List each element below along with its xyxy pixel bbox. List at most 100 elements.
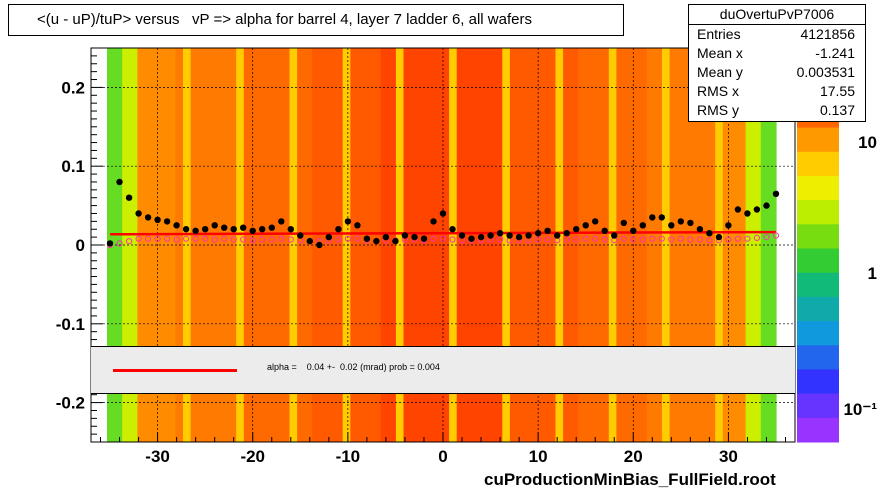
profile-magenta-point xyxy=(287,236,294,243)
heatmap-band xyxy=(585,48,595,442)
colorbar-cell xyxy=(797,248,839,274)
colorbar-tick-label: 1 xyxy=(868,264,877,283)
profile-black-point xyxy=(601,227,608,234)
x-tick-label: 30 xyxy=(719,447,738,466)
profile-magenta-point xyxy=(763,234,770,241)
profile-black-series xyxy=(106,178,780,249)
profile-magenta-point xyxy=(772,232,780,239)
profile-black-point xyxy=(354,222,361,229)
profile-magenta-point xyxy=(221,235,228,242)
profile-black-point xyxy=(382,233,390,241)
profile-black-point xyxy=(192,227,199,234)
x-tick-label: 0 xyxy=(438,447,447,466)
profile-magenta-point xyxy=(249,237,256,244)
heatmap-band xyxy=(745,48,754,442)
heatmap-band xyxy=(654,48,663,442)
profile-black-point xyxy=(221,224,228,231)
profile-black-point xyxy=(639,222,646,229)
profile-black-point xyxy=(144,214,152,221)
profile-magenta-point xyxy=(259,236,266,243)
heatmap-band xyxy=(418,48,427,442)
heatmap-band xyxy=(137,48,146,442)
profile-magenta-point xyxy=(696,236,704,243)
profile-black-point xyxy=(744,210,751,217)
profile-black-point xyxy=(715,233,723,241)
profile-magenta-point xyxy=(439,235,447,242)
heatmap-band xyxy=(433,48,443,442)
legend-line-swatch xyxy=(113,369,237,372)
colorbar-tick-labels: 10 1 10⁻¹ xyxy=(843,133,877,419)
colorbar-cell xyxy=(797,224,839,249)
profile-black-point xyxy=(430,218,437,225)
profile-magenta-point xyxy=(544,236,551,243)
profile-magenta-point xyxy=(449,236,456,243)
colorbar-cell xyxy=(797,417,839,443)
profile-magenta-point xyxy=(192,235,199,242)
stats-value: 17.55 xyxy=(819,83,855,99)
profile-magenta-point xyxy=(744,235,751,242)
heatmap-band xyxy=(365,48,374,442)
heatmap-band xyxy=(266,48,275,442)
profile-black-point xyxy=(649,214,656,221)
profile-black-point xyxy=(420,235,428,242)
profile-black-point xyxy=(297,232,304,239)
profile-magenta-point xyxy=(183,235,190,242)
legend-text: alpha = 0.04 +- 0.02 (mrad) prob = 0.004 xyxy=(267,362,440,372)
profile-black-point xyxy=(449,226,456,233)
heatmap-band xyxy=(342,48,351,442)
heatmap-band xyxy=(297,48,306,442)
heatmap-band xyxy=(350,48,359,442)
profile-black-point xyxy=(506,232,513,239)
profile-black-point xyxy=(230,226,237,233)
stats-value: 4121856 xyxy=(800,26,855,42)
profile-black-point xyxy=(677,218,684,225)
colorbar-cell xyxy=(797,175,839,201)
profile-black-point xyxy=(573,226,580,233)
stats-row-rms-y: RMS y 0.137 xyxy=(689,101,865,120)
profile-black-point xyxy=(325,233,332,241)
profile-black-point xyxy=(268,224,275,231)
profile-magenta-point xyxy=(563,236,570,243)
heatmap-band xyxy=(357,48,367,442)
profile-black-point xyxy=(363,235,371,242)
fit-line xyxy=(110,230,776,236)
profile-black-point xyxy=(439,210,447,217)
profile-black-point xyxy=(306,237,313,245)
stats-label: Mean x xyxy=(697,45,743,61)
heatmap-band xyxy=(578,48,587,442)
profile-magenta-point xyxy=(734,235,742,242)
x-axis-ticks: -30 -20 -10 0 10 20 30 xyxy=(100,432,786,466)
x-tick-label: -20 xyxy=(240,447,265,466)
heatmap-band xyxy=(205,48,214,442)
colorbar-cell xyxy=(797,200,839,225)
colorbar-cell xyxy=(797,127,839,153)
profile-black-point xyxy=(734,206,742,213)
profile-black-point xyxy=(259,226,266,233)
heatmap-band xyxy=(677,48,686,442)
profile-magenta-point xyxy=(497,236,504,243)
profile-magenta-point xyxy=(630,236,637,243)
colorbar-cell xyxy=(797,393,839,419)
profile-black-point xyxy=(135,210,142,217)
x-tick-label: -30 xyxy=(145,447,170,466)
profile-magenta-point xyxy=(639,236,646,243)
profile-magenta-point xyxy=(173,236,180,243)
profile-black-point xyxy=(620,219,627,227)
profile-black-point xyxy=(668,222,675,229)
heatmap-band xyxy=(601,48,610,442)
heatmap-band xyxy=(753,48,762,442)
profile-magenta-point xyxy=(753,234,761,241)
heatmap-band xyxy=(593,48,602,442)
profile-magenta-point xyxy=(278,235,285,242)
profile-black-point xyxy=(392,237,399,245)
profile-magenta-point xyxy=(592,235,599,242)
profile-magenta-point xyxy=(620,235,627,242)
chart-title: <(u - uP)/tuP> versus vP => alpha for ba… xyxy=(8,4,624,36)
profile-black-point xyxy=(373,237,380,245)
profile-magenta-point xyxy=(145,235,152,242)
profile-magenta-point xyxy=(649,235,656,242)
profile-magenta-point xyxy=(126,238,133,245)
heatmap-band xyxy=(494,48,503,442)
heatmap-band xyxy=(669,48,678,442)
heatmap-band xyxy=(281,48,291,442)
